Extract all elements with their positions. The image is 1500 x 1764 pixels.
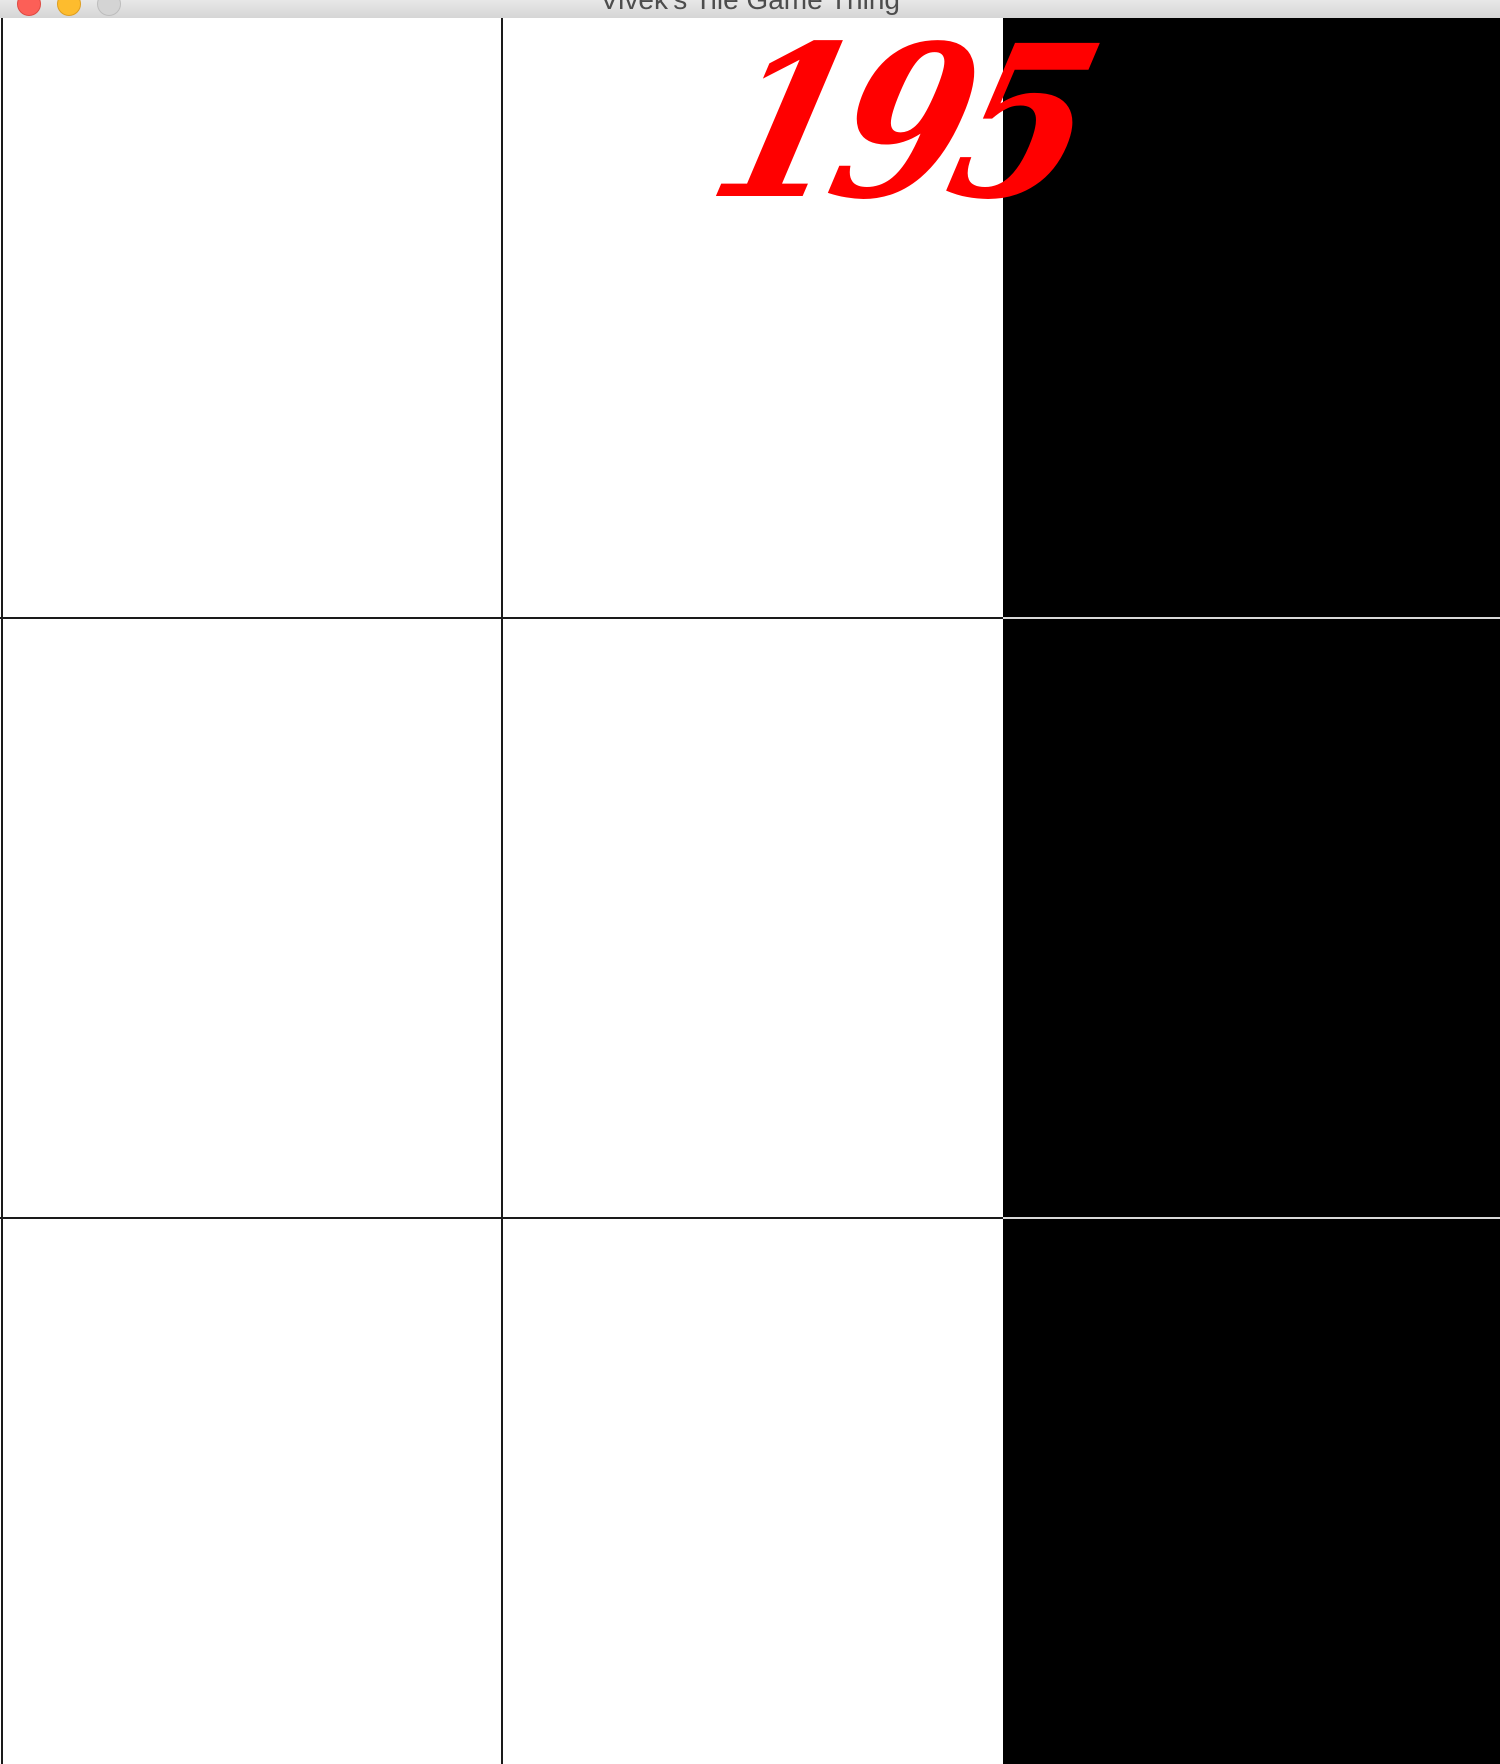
tile-r1-c1[interactable]	[0, 18, 502, 618]
grid-divider	[0, 617, 1003, 619]
grid-divider	[1003, 1217, 1500, 1219]
grid-divider	[501, 18, 503, 1764]
score-counter: 195	[691, 0, 1110, 246]
grid-divider	[1, 18, 3, 1764]
tile-r1-c2[interactable]	[502, 18, 1003, 618]
grid-divider	[0, 1217, 1003, 1219]
grid-divider	[1003, 617, 1500, 619]
tile-board	[0, 18, 1500, 1764]
window-title: Vivek's Tile Game Thing	[0, 0, 1500, 16]
tile-r3-c2[interactable]	[502, 1218, 1003, 1764]
tile-r2-c2[interactable]	[502, 618, 1003, 1218]
tile-r2-c1[interactable]	[0, 618, 502, 1218]
tile-r2-c3[interactable]	[1003, 618, 1500, 1218]
tile-r3-c1[interactable]	[0, 1218, 502, 1764]
tile-r3-c3[interactable]	[1003, 1218, 1500, 1764]
tile-r1-c3[interactable]	[1003, 18, 1500, 618]
